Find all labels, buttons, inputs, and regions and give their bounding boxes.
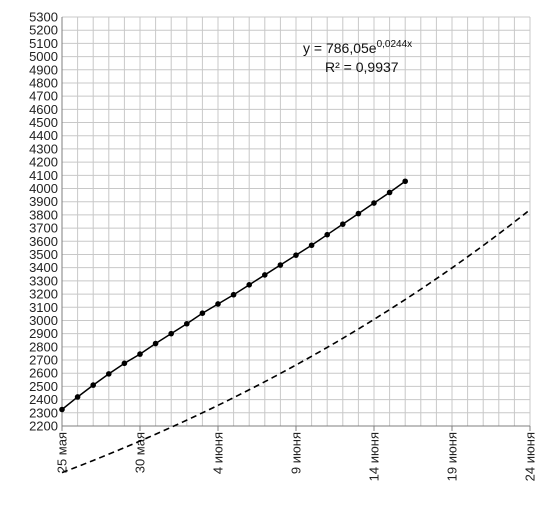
y-tick-label: 3600 — [29, 234, 58, 249]
data-point — [106, 371, 112, 377]
y-tick-label: 3500 — [29, 247, 58, 262]
y-tick-label: 4300 — [29, 141, 58, 156]
y-tick-label: 4400 — [29, 128, 58, 143]
data-point — [277, 262, 284, 268]
trendline — [61, 209, 531, 474]
y-tick-label: 5100 — [29, 36, 58, 51]
data-point — [215, 301, 221, 307]
data-point — [184, 320, 190, 327]
series-layer — [59, 178, 531, 474]
data-point — [152, 340, 159, 347]
trend-equation-exponent: 0,0244x — [377, 39, 413, 50]
y-tick-label: 3700 — [29, 221, 58, 236]
data-point — [324, 231, 331, 238]
data-point — [121, 360, 128, 367]
data-point — [230, 291, 237, 298]
data-point — [199, 310, 206, 316]
y-tick-label: 2300 — [29, 405, 58, 420]
y-tick-label: 4000 — [29, 181, 58, 196]
y-tick-label: 2200 — [29, 419, 58, 434]
data-point — [402, 178, 409, 185]
trend-equation-base: y = 786,05e — [303, 40, 377, 56]
trend-equation: y = 786,05e0,0244x — [303, 39, 412, 56]
y-tick-label: 3800 — [29, 207, 58, 222]
y-tick-label: 4900 — [29, 62, 58, 77]
x-tick-label: 4 июня — [211, 432, 226, 474]
axes — [61, 17, 531, 431]
y-tick-label: 4600 — [29, 102, 58, 117]
y-tick-label: 2800 — [29, 339, 58, 354]
y-tick-label: 2600 — [29, 366, 58, 381]
x-tick-label: 24 июня — [523, 432, 538, 481]
data-point — [386, 189, 393, 196]
trend-r-squared: R² = 0,9937 — [325, 59, 399, 75]
data-point — [168, 330, 174, 337]
y-tick-label: 5200 — [29, 23, 58, 38]
y-tick-label: 4100 — [29, 168, 58, 183]
data-point — [340, 221, 346, 227]
y-tick-label: 3900 — [29, 194, 58, 209]
data-point — [355, 210, 362, 217]
data-point — [293, 252, 299, 258]
y-tick-label: 3100 — [29, 300, 58, 315]
y-tick-label: 2400 — [29, 392, 58, 407]
data-point — [137, 351, 143, 357]
y-axis-tick-labels: 2200230024002500260027002800290030003100… — [29, 10, 58, 434]
data-point — [262, 272, 268, 278]
data-point — [371, 200, 377, 206]
y-tick-label: 3000 — [29, 313, 58, 328]
x-tick-label: 25 мая — [55, 432, 70, 473]
y-tick-label: 4200 — [29, 155, 58, 170]
data-point — [90, 382, 96, 388]
annotations: y = 786,05e0,0244x R² = 0,9937 — [303, 39, 412, 75]
data-point — [59, 406, 65, 413]
x-tick-label: 9 июня — [289, 432, 304, 474]
y-tick-label: 3300 — [29, 273, 58, 288]
y-tick-label: 3400 — [29, 260, 58, 275]
x-tick-label: 14 июня — [367, 432, 382, 481]
y-tick-label: 2500 — [29, 379, 58, 394]
y-tick-label: 3200 — [29, 287, 58, 302]
y-tick-label: 4700 — [29, 89, 58, 104]
data-point — [246, 282, 252, 288]
y-tick-label: 2900 — [29, 326, 58, 341]
y-tick-label: 4800 — [29, 75, 58, 90]
y-tick-label: 5000 — [29, 49, 58, 64]
y-tick-label: 5300 — [29, 10, 58, 25]
x-tick-label: 19 июня — [445, 432, 460, 481]
data-point — [74, 394, 81, 400]
grid — [61, 16, 531, 427]
y-tick-label: 2700 — [29, 353, 58, 368]
y-tick-label: 4500 — [29, 115, 58, 130]
data-point — [308, 242, 315, 249]
